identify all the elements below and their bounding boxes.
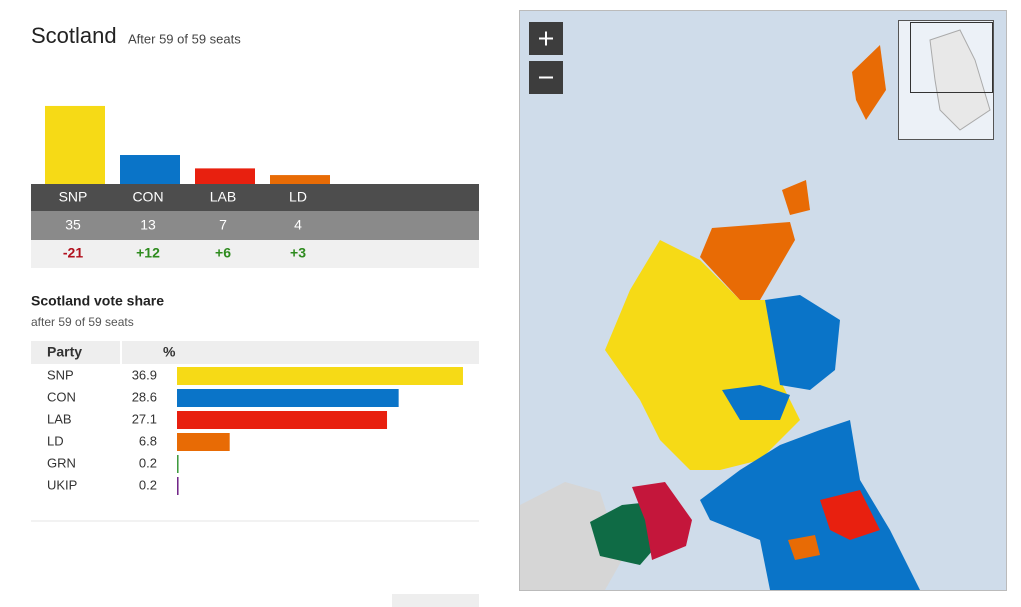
seat-count: 7: [219, 217, 227, 233]
vote-share-value: 6.8: [139, 433, 157, 448]
party-name: CON: [47, 389, 76, 404]
vote-share-title: Scotland vote share: [31, 293, 164, 309]
party-label: CON: [132, 189, 163, 205]
party-name: LAB: [47, 411, 72, 426]
vote-share-bar: [177, 411, 388, 429]
vote-share-bar: [177, 433, 230, 451]
seat-count: 13: [140, 217, 156, 233]
inset-land: [929, 29, 991, 131]
vote-share-bar: [177, 389, 399, 407]
seat-change: -21: [63, 245, 83, 261]
change-row: [31, 240, 479, 268]
party-name: LD: [47, 433, 64, 448]
vote-share-value: 36.9: [132, 367, 157, 382]
region: [632, 482, 692, 560]
table-header: [31, 341, 479, 364]
vote-share-subtitle: after 59 of 59 seats: [31, 315, 134, 329]
zoom-out-button[interactable]: [529, 61, 563, 94]
vote-share-value: 0.2: [139, 455, 157, 470]
page-subtitle: After 59 of 59 seats: [128, 31, 241, 46]
column-header: Party: [47, 344, 82, 360]
party-name: UKIP: [47, 477, 77, 492]
inset-viewport: [910, 22, 993, 93]
plus-icon: [539, 31, 553, 46]
page-title: Scotland: [31, 23, 117, 48]
vote-share-bar: [177, 477, 179, 495]
column-header: %: [163, 344, 176, 360]
seat-bar: [120, 155, 180, 184]
seat-bar: [195, 168, 255, 184]
vote-share-bar: [177, 455, 179, 473]
vote-share-value: 27.1: [132, 411, 157, 426]
seat-count: 35: [65, 217, 81, 233]
ireland: [520, 482, 622, 590]
region: [788, 535, 820, 560]
party-label: LAB: [210, 189, 236, 205]
region: [820, 490, 880, 540]
region: [852, 45, 886, 120]
region: [722, 385, 790, 420]
map[interactable]: [519, 10, 1007, 591]
party-name: SNP: [47, 367, 74, 382]
party-label: LD: [289, 189, 307, 205]
seat-bar: [270, 175, 330, 184]
region: [782, 180, 810, 215]
zoom-in-button[interactable]: [529, 22, 563, 55]
region: [765, 295, 840, 390]
region: [700, 420, 920, 590]
party-label: SNP: [59, 189, 88, 205]
region: [700, 222, 795, 300]
vote-share-value: 28.6: [132, 389, 157, 404]
vote-share-bar: [177, 367, 463, 385]
seat-bar: [45, 105, 105, 184]
seat-change: +3: [290, 245, 306, 261]
seat-change: +6: [215, 245, 231, 261]
seat-change: +12: [136, 245, 160, 261]
seat-count: 4: [294, 217, 302, 233]
party-name: GRN: [47, 455, 76, 470]
party-row: [31, 184, 479, 211]
footer-tab: [392, 594, 479, 607]
seats-row: [31, 211, 479, 240]
region: [590, 502, 660, 565]
vote-share-value: 0.2: [139, 477, 157, 492]
